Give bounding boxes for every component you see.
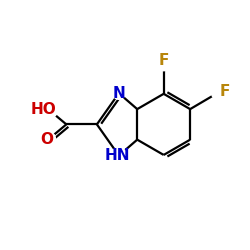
Circle shape bbox=[212, 90, 220, 98]
Text: F: F bbox=[220, 84, 230, 99]
Circle shape bbox=[111, 148, 127, 164]
Circle shape bbox=[159, 62, 168, 71]
Text: HO: HO bbox=[31, 102, 57, 117]
Circle shape bbox=[44, 133, 55, 143]
Text: F: F bbox=[158, 54, 169, 68]
Text: O: O bbox=[40, 132, 53, 147]
Text: N: N bbox=[112, 86, 125, 101]
Circle shape bbox=[113, 87, 125, 99]
Circle shape bbox=[42, 103, 57, 118]
Text: HN: HN bbox=[105, 148, 130, 163]
